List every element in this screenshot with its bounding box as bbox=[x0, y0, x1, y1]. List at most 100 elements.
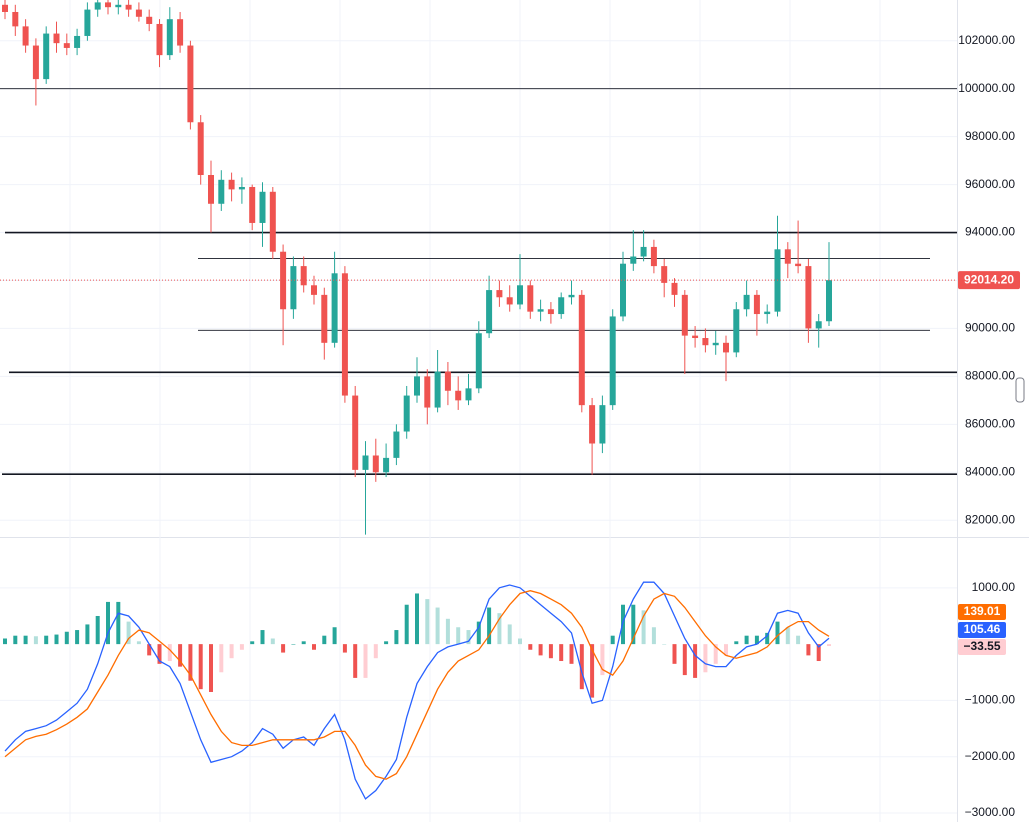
candle-body bbox=[32, 45, 39, 80]
histogram-bar bbox=[765, 632, 770, 645]
candle-body bbox=[650, 246, 657, 267]
histogram-bar bbox=[445, 618, 450, 645]
histogram-bar bbox=[281, 644, 286, 653]
candle-body bbox=[43, 33, 50, 80]
histogram-bar bbox=[33, 636, 38, 645]
histogram-bar bbox=[569, 644, 574, 664]
candle-body bbox=[125, 4, 132, 10]
histogram-bar bbox=[301, 641, 306, 645]
histogram-bar bbox=[209, 644, 213, 692]
candle-body bbox=[578, 294, 585, 406]
candle-body bbox=[743, 294, 750, 310]
candle-body bbox=[465, 388, 472, 401]
histogram-bar bbox=[219, 644, 224, 673]
last-value-box bbox=[958, 622, 1006, 638]
y-tick-label: −1000.00 bbox=[965, 693, 1016, 707]
histogram-bar bbox=[734, 641, 739, 645]
candle-body bbox=[692, 335, 699, 339]
histogram-bar bbox=[270, 638, 275, 645]
candle-body bbox=[558, 297, 565, 315]
histogram-bar bbox=[44, 635, 49, 645]
candle-body bbox=[269, 191, 276, 252]
y-tick-label: −3000.00 bbox=[965, 805, 1016, 819]
candle-body bbox=[156, 23, 163, 56]
histogram-bar bbox=[806, 644, 811, 656]
histogram-bar bbox=[239, 644, 244, 650]
histogram-bar bbox=[682, 644, 687, 676]
candle-body bbox=[599, 405, 606, 444]
candle-body bbox=[393, 431, 400, 458]
candle-body bbox=[208, 175, 214, 204]
candle-body bbox=[341, 273, 348, 396]
y-tick-label: 90000.00 bbox=[965, 321, 1015, 335]
histogram-bar bbox=[178, 644, 183, 667]
candle-body bbox=[177, 19, 184, 46]
histogram-bar bbox=[23, 635, 28, 645]
histogram-bar bbox=[64, 631, 69, 645]
macd-line bbox=[4, 590, 830, 780]
macd-line bbox=[4, 581, 830, 800]
histogram-bar bbox=[95, 615, 100, 645]
candle-body bbox=[444, 371, 451, 391]
candle-body bbox=[723, 342, 729, 353]
histogram-bar bbox=[651, 627, 656, 645]
y-tick-label: 1000.00 bbox=[972, 580, 1016, 594]
candle-body bbox=[280, 251, 287, 310]
candle-body bbox=[115, 4, 122, 8]
histogram-bar bbox=[167, 644, 172, 662]
histogram-bar bbox=[672, 644, 677, 664]
candle-body bbox=[475, 333, 482, 389]
histogram-bar bbox=[404, 604, 409, 645]
candle-body bbox=[218, 179, 225, 204]
candle-body bbox=[517, 285, 523, 305]
histogram-bar bbox=[662, 644, 667, 645]
candle-body bbox=[105, 2, 111, 8]
histogram-bar bbox=[507, 624, 512, 645]
histogram-bar bbox=[373, 644, 378, 659]
histogram-bar bbox=[579, 644, 584, 690]
histogram-bar bbox=[548, 644, 553, 659]
histogram-bar bbox=[54, 634, 59, 645]
histogram-bar bbox=[435, 607, 440, 645]
candle-body bbox=[22, 26, 29, 46]
candle-body bbox=[331, 273, 338, 343]
histogram-bar bbox=[188, 644, 193, 681]
y-tick-label: 102000.00 bbox=[958, 33, 1015, 47]
candle-body bbox=[434, 371, 441, 408]
candle-body bbox=[568, 294, 575, 298]
candle-body bbox=[537, 309, 544, 312]
candle-body bbox=[671, 282, 678, 295]
candle-body bbox=[527, 285, 534, 312]
candle-body bbox=[146, 16, 153, 24]
candle-body bbox=[197, 122, 204, 176]
histogram-bar bbox=[703, 644, 708, 673]
candle-body bbox=[352, 395, 359, 470]
candle-body bbox=[547, 309, 554, 315]
y-tick-label: 82000.00 bbox=[965, 512, 1015, 526]
scroll-handle[interactable] bbox=[1015, 377, 1025, 403]
histogram-bar bbox=[476, 621, 481, 645]
candle-body bbox=[661, 266, 668, 283]
histogram-bar bbox=[497, 613, 502, 645]
candle-body bbox=[455, 390, 462, 401]
y-tick-label: 100000.00 bbox=[958, 81, 1015, 95]
histogram-bar bbox=[518, 638, 522, 645]
histogram-bar bbox=[466, 630, 471, 645]
candle-body bbox=[300, 266, 307, 286]
candle-body bbox=[321, 294, 328, 343]
y-tick-label: 88000.00 bbox=[965, 369, 1015, 383]
histogram-bar bbox=[796, 635, 801, 645]
histogram-bar bbox=[713, 644, 718, 664]
y-tick-label: 84000.00 bbox=[965, 464, 1015, 478]
candle-body bbox=[506, 297, 513, 305]
y-tick-label: 86000.00 bbox=[965, 416, 1015, 430]
histogram-bar bbox=[198, 644, 203, 690]
histogram-bar bbox=[332, 627, 337, 645]
candle-body bbox=[383, 457, 390, 473]
histogram-bar bbox=[384, 641, 389, 645]
y-tick-label: 98000.00 bbox=[965, 129, 1015, 143]
histogram-bar bbox=[775, 621, 780, 645]
last-value-label: 105.46 bbox=[964, 622, 1001, 636]
last-price-box bbox=[958, 271, 1020, 290]
histogram-bar bbox=[724, 644, 728, 656]
